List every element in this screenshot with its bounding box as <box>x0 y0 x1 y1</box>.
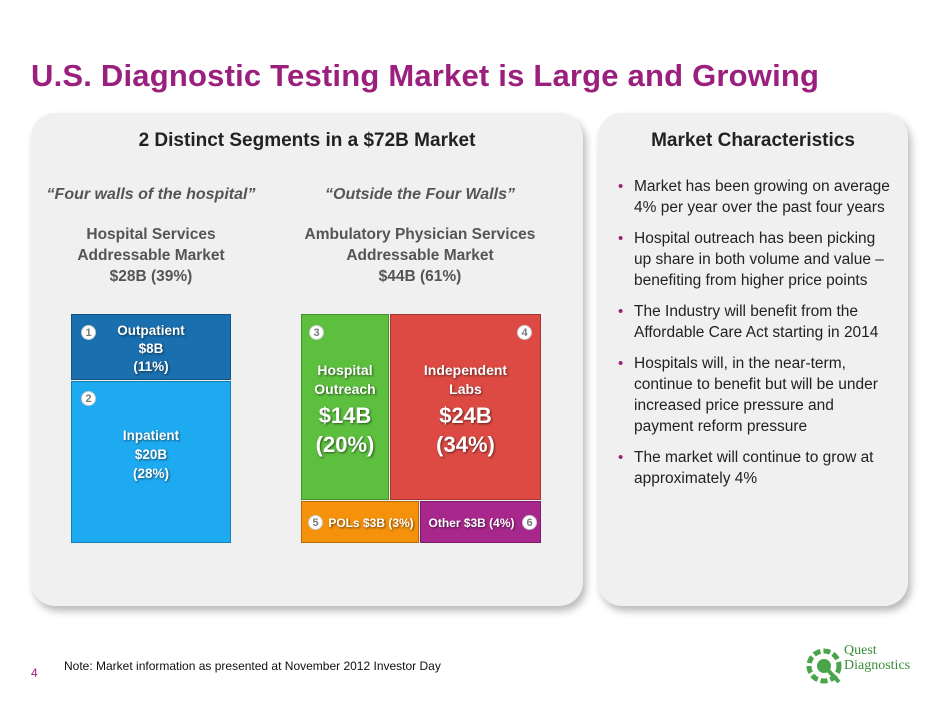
segment-number-badge: 3 <box>309 325 324 340</box>
segment-number-badge: 5 <box>308 515 323 530</box>
list-item: The market will continue to grow at appr… <box>618 447 893 489</box>
ambulatory-market-line1: Ambulatory Physician Services <box>304 226 536 243</box>
list-item: The Industry will benefit from the Affor… <box>618 301 893 343</box>
ambulatory-tagline: “Outside the Four Walls” <box>325 186 515 203</box>
segment-labs-line2: Labs <box>449 381 482 397</box>
segment-pols: 5 POLs $3B (3%) <box>301 501 419 543</box>
segments-heading: 2 Distinct Segments in a $72B Market <box>138 130 476 151</box>
segment-inpatient: 2 Inpatient $20B (28%) <box>71 381 231 543</box>
segment-outreach-line2: Outreach <box>314 381 376 397</box>
segment-outpatient: 1 Outpatient $8B (11%) <box>71 314 231 380</box>
characteristics-list: Market has been growing on average 4% pe… <box>618 176 893 499</box>
segment-inpatient-value: $20B <box>134 447 168 462</box>
hospital-market-label: Hospital Services Addressable Market $28… <box>40 224 262 287</box>
segment-pols-label: POLs $3B (3%) <box>328 516 414 530</box>
segment-outreach-value: $14B <box>318 403 372 428</box>
segment-independent-labs: 4 Independent Labs $24B (34%) <box>390 314 541 500</box>
segment-outreach-line1: Hospital <box>317 362 373 378</box>
ambulatory-market-label: Ambulatory Physician Services Addressabl… <box>290 224 550 287</box>
hospital-market-line3: $28B (39%) <box>109 268 193 285</box>
segment-outpatient-name: Outpatient <box>117 323 185 338</box>
segment-number-badge: 6 <box>522 515 537 530</box>
ambulatory-market-line3: $44B (61%) <box>378 268 462 285</box>
list-item: Hospitals will, in the near-term, contin… <box>618 353 893 437</box>
hospital-market-line1: Hospital Services <box>86 226 216 243</box>
characteristics-heading: Market Characteristics <box>651 130 855 151</box>
segment-outpatient-pct: (11%) <box>133 359 169 374</box>
logo-wordmark: Quest Diagnostics <box>844 643 910 673</box>
segment-hospital-outreach: 3 Hospital Outreach $14B (20%) <box>301 314 389 500</box>
quest-diagnostics-logo: Quest Diagnostics <box>805 642 911 688</box>
segment-other: Other $3B (4%) 6 <box>420 501 541 543</box>
list-item: Hospital outreach has been picking up sh… <box>618 228 893 291</box>
logo-line2: Diagnostics <box>844 658 911 673</box>
page-number: 4 <box>31 666 38 680</box>
segment-number-badge: 4 <box>517 325 532 340</box>
logo-line1: Quest <box>844 643 877 658</box>
segment-outreach-pct: (20%) <box>315 432 375 457</box>
ambulatory-market-line2: Addressable Market <box>346 247 494 264</box>
list-item: Market has been growing on average 4% pe… <box>618 176 893 218</box>
segment-inpatient-name: Inpatient <box>122 428 180 443</box>
segment-labs-line1: Independent <box>423 362 508 378</box>
segment-number-badge: 1 <box>81 325 96 340</box>
segment-labs-value: $24B <box>439 403 492 428</box>
logo-emblem-icon <box>806 648 842 684</box>
footnote: Note: Market information as presented at… <box>64 659 441 673</box>
hospital-tagline: “Four walls of the hospital” <box>46 186 256 203</box>
segment-number-badge: 2 <box>81 391 96 406</box>
hospital-market-line2: Addressable Market <box>77 247 225 264</box>
segment-labs-pct: (34%) <box>436 432 495 457</box>
segment-inpatient-pct: (28%) <box>132 466 169 481</box>
slide-title: U.S. Diagnostic Testing Market is Large … <box>31 58 820 93</box>
segment-other-label: Other $3B (4%) <box>428 516 515 530</box>
segment-outpatient-value: $8B <box>138 341 164 356</box>
